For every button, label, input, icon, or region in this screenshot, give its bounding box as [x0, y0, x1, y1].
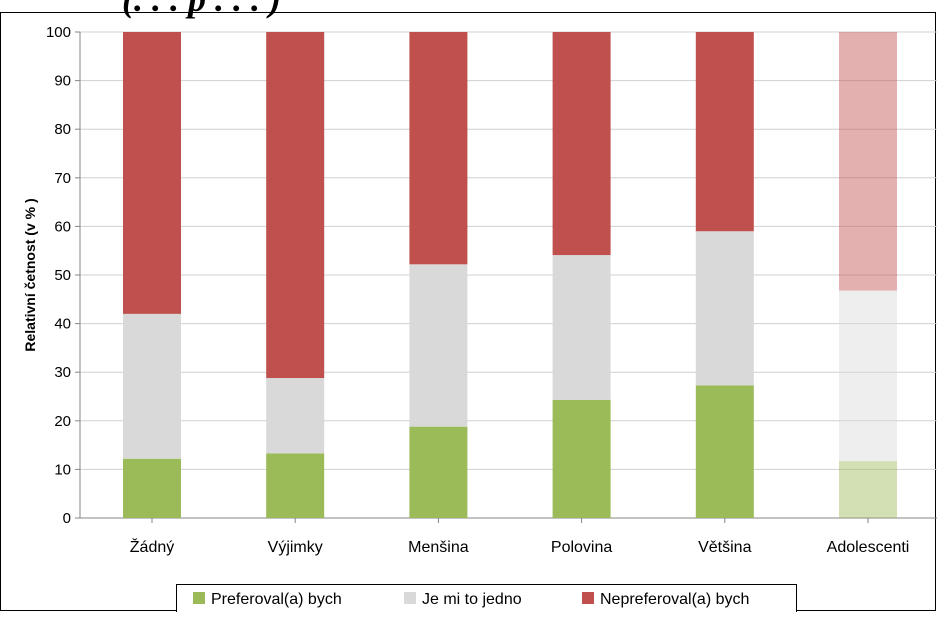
y-axis-label: Relativní četnost (v % ) [22, 198, 38, 351]
y-tick-label: 80 [54, 121, 71, 138]
y-tick-label: 90 [54, 73, 71, 90]
legend-swatch [582, 592, 594, 604]
bar-segment [839, 32, 897, 291]
y-tick-label: 20 [54, 413, 71, 430]
bar-segment [695, 32, 754, 232]
legend-label: Nepreferoval(a) bych [600, 591, 749, 608]
x-tick-label: Menšina [408, 539, 469, 556]
bar-segment [409, 426, 468, 518]
y-tick-label: 10 [54, 461, 71, 478]
bar-segment [552, 399, 611, 518]
x-tick-label: Adolescenti [827, 539, 910, 556]
x-tick-label: Výjimky [268, 539, 323, 556]
x-tick-label: Žádný [130, 537, 174, 556]
bar-segment [266, 32, 325, 379]
bar-segment [839, 290, 897, 462]
header-fragment: (. . . p . . . ) [122, 0, 281, 20]
x-tick-label: Polovina [551, 539, 612, 556]
bar-segment [695, 385, 754, 518]
legend-label: Je mi to jedno [422, 591, 522, 608]
bar-segment [123, 313, 181, 459]
y-tick-label: 0 [63, 510, 71, 527]
y-tick-label: 40 [54, 316, 71, 333]
bar-segment [409, 32, 468, 265]
y-tick-label: 50 [54, 267, 71, 284]
y-tick-label: 60 [54, 218, 71, 235]
bar-segment [552, 255, 611, 400]
bar-segment [266, 453, 325, 518]
bar-segment [552, 32, 611, 256]
y-tick-label: 30 [54, 364, 71, 381]
legend-swatch [404, 592, 416, 604]
legend-box [176, 584, 797, 615]
y-tick-label: 70 [54, 170, 71, 187]
bar-segment [123, 458, 181, 518]
x-tick-label: Většina [698, 539, 751, 556]
legend-swatch [193, 592, 205, 604]
y-tick-label: 100 [46, 24, 71, 41]
legend-label: Preferoval(a) bych [211, 591, 342, 608]
bar-segment [123, 32, 181, 314]
bar-segment [695, 231, 754, 386]
bar-segment [839, 461, 897, 518]
bar-segment [409, 264, 468, 427]
bar-segment [266, 378, 325, 454]
